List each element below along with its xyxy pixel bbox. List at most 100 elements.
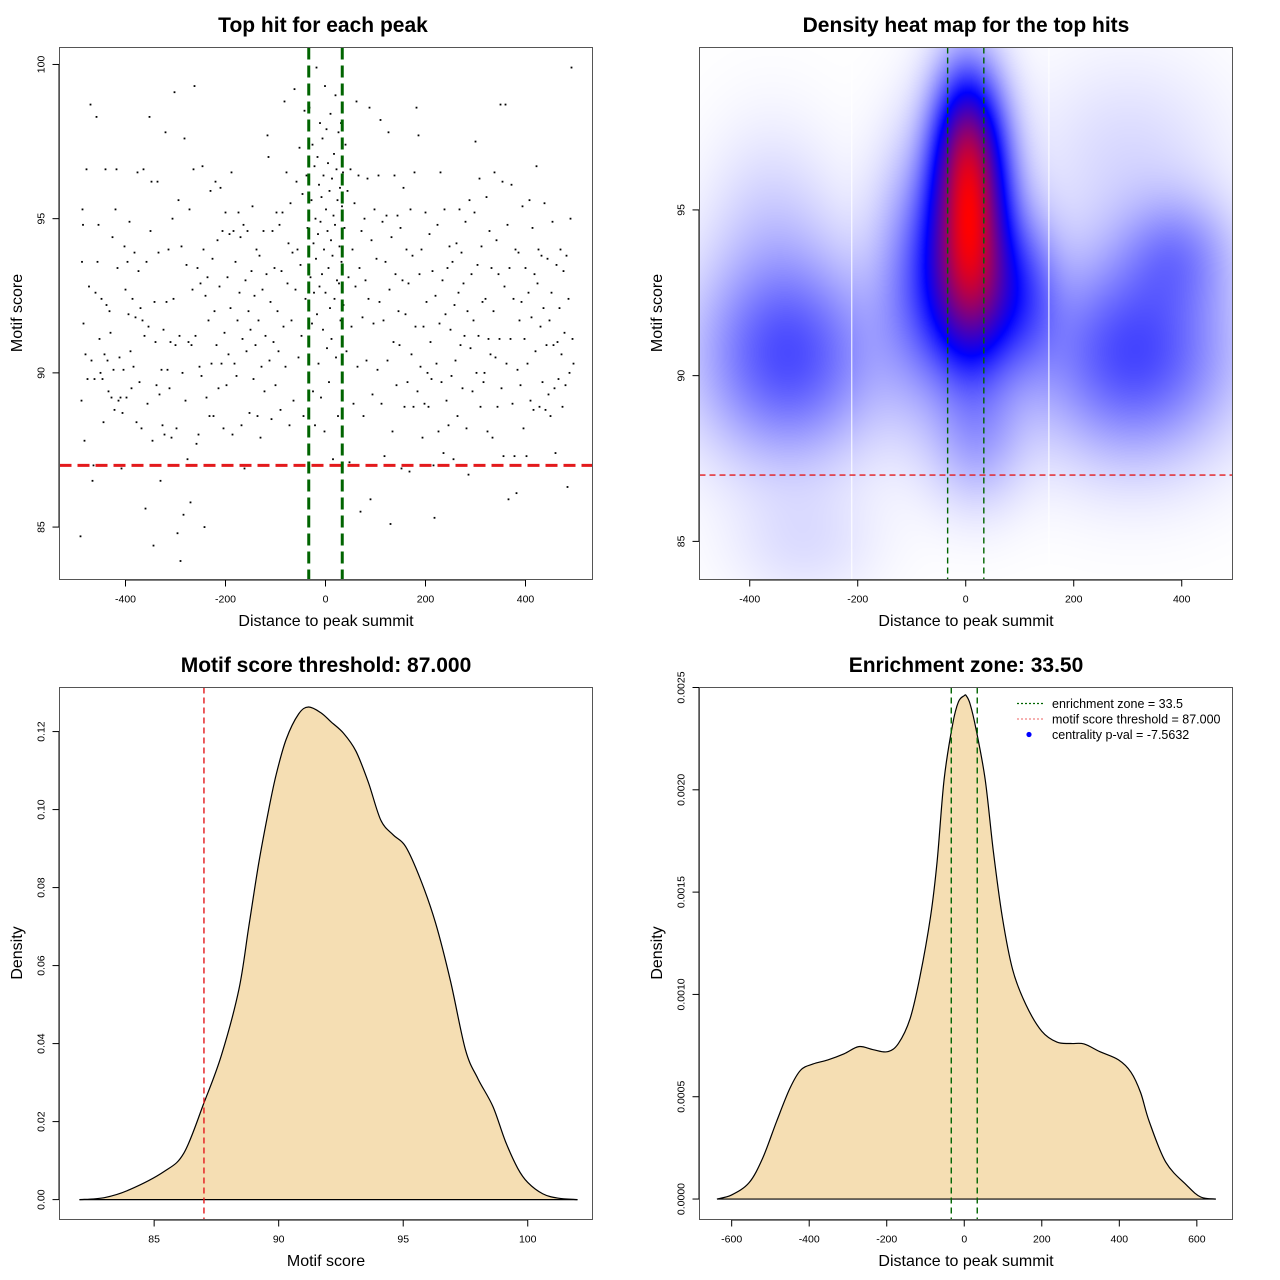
- scatter-point: [325, 208, 327, 211]
- scatter-point: [316, 313, 318, 316]
- scatter-point: [207, 319, 210, 322]
- scatter-point: [385, 214, 388, 217]
- scatter-point: [100, 297, 103, 300]
- scatter-point: [205, 396, 208, 399]
- score-density-ylabel: Density: [9, 926, 26, 979]
- scatter-point: [293, 88, 296, 91]
- scatter-point: [467, 473, 470, 476]
- scatter-point: [479, 405, 482, 408]
- x-tick-label: 600: [1188, 1234, 1206, 1246]
- scatter-point: [570, 66, 573, 69]
- scatter-point: [239, 236, 242, 239]
- scatter-point: [567, 297, 570, 300]
- scatter-point: [372, 322, 375, 325]
- y-tick-label: 0.08: [36, 877, 48, 898]
- scatter-point: [167, 248, 170, 251]
- scatter-point: [272, 341, 275, 343]
- scatter-point: [301, 193, 304, 195]
- scatter-point: [429, 341, 432, 343]
- scatter-point: [536, 282, 539, 285]
- scatter-point: [413, 171, 416, 174]
- scatter-point: [409, 208, 412, 211]
- scatter-point: [390, 236, 393, 239]
- scatter-point: [543, 202, 546, 205]
- scatter-point: [143, 334, 146, 337]
- y-tick-label: 0.10: [36, 799, 48, 820]
- scatter-point: [142, 168, 145, 171]
- scatter-point: [316, 156, 319, 158]
- scatter-point: [192, 168, 195, 171]
- scatter-point: [533, 273, 536, 276]
- scatter-point: [200, 375, 203, 377]
- scatter-point: [154, 341, 157, 343]
- scatter-point: [331, 177, 333, 180]
- scatter-point: [445, 399, 448, 402]
- scatter-point: [244, 279, 247, 282]
- legend-threshold-label: motif score threshold = 87.000: [1052, 713, 1221, 727]
- score-density-area: [79, 706, 578, 1201]
- scatter-point: [101, 378, 104, 380]
- scatter-point: [146, 402, 149, 405]
- scatter-point: [299, 264, 302, 266]
- scatter-point: [275, 211, 278, 214]
- scatter-point: [336, 199, 339, 202]
- scatter-point: [352, 402, 355, 405]
- scatter-point: [324, 85, 326, 87]
- scatter-point: [231, 433, 234, 436]
- scatter-point: [273, 267, 276, 269]
- scatter-point: [334, 94, 337, 97]
- y-tick-label: 90: [676, 370, 688, 382]
- scatter-point: [319, 122, 321, 124]
- scatter-point: [529, 399, 532, 402]
- scatter-point: [435, 362, 438, 365]
- scatter-point: [551, 220, 554, 223]
- scatter-point: [364, 279, 367, 282]
- scatter-point: [245, 350, 248, 353]
- scatter-point: [462, 282, 465, 285]
- scatter-point: [346, 190, 349, 192]
- scatter-point: [405, 248, 408, 251]
- scatter-point: [220, 362, 223, 365]
- scatter-point: [123, 245, 126, 248]
- scatter-point: [330, 338, 333, 340]
- scatter-point: [93, 378, 96, 380]
- x-tick-label: -400: [799, 1234, 820, 1246]
- scatter-point: [170, 436, 173, 439]
- scatter-point: [223, 331, 226, 334]
- scatter-point: [339, 319, 342, 322]
- scatter-point: [358, 267, 361, 269]
- heatmap-plot-frame: [699, 47, 1233, 580]
- scatter-point: [437, 430, 440, 433]
- scatter-point: [333, 297, 336, 300]
- scatter-point: [314, 217, 317, 220]
- scatter-point: [431, 270, 434, 272]
- scatter-point: [526, 362, 529, 365]
- scatter-point: [562, 270, 565, 272]
- scatter-point: [459, 344, 462, 347]
- scatter-point: [151, 439, 154, 442]
- y-tick-label: 0.12: [36, 721, 48, 742]
- scatter-point: [525, 455, 528, 458]
- scatter-point: [550, 291, 553, 294]
- scatter-point: [258, 254, 261, 257]
- scatter-point: [542, 307, 545, 310]
- scatter-point: [206, 276, 209, 279]
- scatter-point: [257, 319, 260, 322]
- scatter-point: [139, 307, 142, 310]
- scatter-point: [193, 85, 196, 87]
- scatter-point: [216, 239, 219, 242]
- scatter-point: [128, 220, 131, 223]
- scatter-point: [370, 239, 373, 242]
- scatter-point: [106, 359, 109, 362]
- scatter-point: [321, 137, 324, 140]
- scatter-point: [304, 297, 307, 300]
- scatter-point: [147, 325, 150, 328]
- scatter-point: [138, 381, 141, 384]
- scatter-point: [353, 202, 356, 205]
- distance-density-plot-frame: [699, 687, 1233, 1220]
- scatter-point: [322, 174, 325, 177]
- scatter-point: [249, 328, 252, 331]
- scatter-point: [516, 368, 519, 371]
- scatter-point: [378, 301, 381, 303]
- scatter-point: [386, 359, 389, 362]
